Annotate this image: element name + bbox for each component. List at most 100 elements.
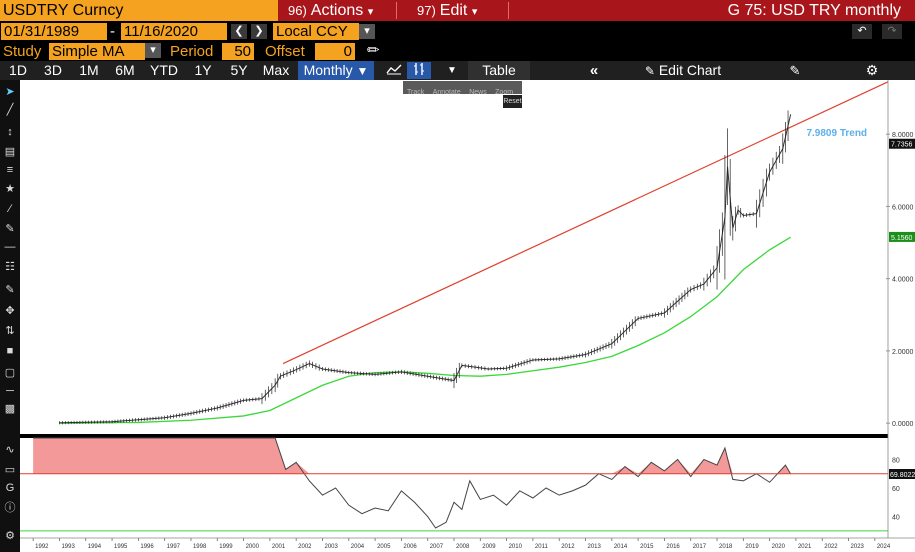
chart-type-dropdown[interactable]: ▼ [442,62,462,79]
resize-tool-icon[interactable]: ⇅ [5,325,15,337]
period-input[interactable]: 50 [222,43,254,60]
annotate-tool[interactable]: Annotate [432,89,461,96]
study-bar: Study Simple MA ▾ Period 50 Offset 0 ✏ [0,41,915,61]
indicator-tool-icon[interactable]: ∿ [5,444,15,456]
x-tick-label: 2016 [666,544,680,550]
undo-button[interactable]: ↶ [852,24,872,39]
annotate-icon[interactable]: ✎ [789,63,801,78]
x-tick-label: 2020 [772,544,786,550]
redo-button[interactable]: ↷ [882,24,902,39]
x-tick-label: 2011 [535,544,549,550]
track-tool[interactable]: Track [407,89,425,96]
x-tick-label: 2019 [745,544,759,550]
next-period-button[interactable]: ❯ [251,24,267,39]
edit-menu[interactable]: 97) Edit ▾ [417,0,477,21]
ray-tool-icon[interactable]: ∕ [9,203,11,215]
end-date-field[interactable]: 11/16/2020 [121,23,227,40]
actions-menu[interactable]: 96) Actions ▾ [288,0,373,21]
frequency-select[interactable]: Monthly ▼ [298,61,374,80]
x-tick-label: 1997 [167,544,181,550]
edit-chart-icon: ✎ [644,64,655,78]
x-tick-label: 1994 [88,544,102,550]
reset-button[interactable]: Reset [503,95,522,108]
moving-average-line [59,236,792,424]
x-tick-label: 2002 [298,544,312,550]
period-button-max[interactable]: Max [262,62,290,78]
period-toolbar: 1D 3D 1M 6M YTD 1Y 5Y Max Monthly ▼ ▼ Ta… [0,61,915,80]
currency-dropdown-button[interactable]: ▾ [359,24,375,39]
y-tick-label: 8.0000 [892,132,914,139]
chevron-down-icon: ▼ [356,64,369,78]
undo-arrow-icon: ↶ [857,25,867,37]
fibonacci-tool-icon[interactable]: ≡ [6,164,14,176]
oscillator-tick-label: 60 [892,486,900,493]
delete-tool-icon[interactable]: ■ [6,345,14,357]
drawing-toolbar: ➤ ╱ ↕ ▤ ≡ ★ ∕ ✎ — ☷ ✎ ✥ ⇅ ■ ▢ ─ ▩ ∿ ▭ G … [0,80,20,552]
gear-icon[interactable]: ⚙ [865,62,879,78]
pencil-icon[interactable]: ✏ [367,42,380,59]
x-tick-label: 2014 [614,544,628,550]
actions-menu-number: 96) [288,3,307,18]
favorites-icon[interactable]: ★ [5,183,15,195]
edit-chart-label: Edit Chart [658,62,722,78]
edit-tool-icon[interactable]: ✎ [5,284,15,296]
ma-value-label: 5.1560 [891,235,913,242]
x-tick-label: 1999 [219,544,233,550]
study-select[interactable]: Simple MA [49,43,145,60]
channel-tool-icon[interactable]: ▤ [4,146,16,158]
bar-chart-icon[interactable] [407,62,431,79]
x-tick-label: 2021 [798,544,812,550]
pen-tool-icon[interactable]: ✎ [5,223,15,235]
security-ticker[interactable]: USDTRY Curncy [0,0,278,21]
trend-annotation: 7.9809 Trend [806,128,867,139]
style-swatch-icon[interactable]: ▢ [4,367,16,379]
news-tool[interactable]: News [469,89,487,96]
y-tick-label: 2.0000 [892,349,914,356]
redo-arrow-icon: ↷ [887,25,897,37]
line-style-icon[interactable]: ─ [6,385,14,397]
line-chart-icon[interactable] [383,62,405,79]
g-icon[interactable]: G [5,482,15,494]
move-tool-icon[interactable]: ✥ [5,305,15,317]
oscillator-line [33,437,792,529]
chart-canvas[interactable]: 8.0000 6.0000 4.0000 2.0000 0.0000 7.7356 5.15… [20,80,915,552]
edit-chart-button[interactable]: ✎ Edit Chart [638,61,728,80]
x-tick-label: 2010 [509,544,523,550]
horizontal-line-icon[interactable]: — [4,241,16,253]
x-tick-label: 1998 [193,544,207,550]
currency-select[interactable]: Local CCY [273,23,359,40]
x-tick-label: 2015 [640,544,654,550]
chevron-down-icon: ▼ [447,65,457,76]
trend-tool-icon[interactable]: ↕ [7,126,13,138]
cursor-icon[interactable]: ➤ [5,86,15,98]
period-button-ytd[interactable]: YTD [150,62,178,78]
date-range-dash: - [110,23,115,40]
period-button-1y[interactable]: 1Y [194,62,212,78]
period-button-3d[interactable]: 3D [44,62,62,78]
period-button-1m[interactable]: 1M [79,62,99,78]
edit-menu-number: 97) [417,3,436,18]
gear-icon[interactable]: ⚙ [5,530,15,542]
x-tick-label: 2004 [351,544,365,550]
table-button[interactable]: Table [468,61,530,80]
layers-icon[interactable]: ▭ [4,464,16,476]
period-button-6m[interactable]: 6M [115,62,135,78]
fill-tool-icon[interactable]: ▩ [4,403,16,415]
period-button-5y[interactable]: 5Y [230,62,248,78]
menu-separator [508,2,509,19]
prev-period-button[interactable]: ❮ [231,24,247,39]
chevron-down-icon: ▾ [150,44,156,56]
x-tick-label: 2007 [430,544,444,550]
offset-label: Offset [265,43,305,60]
line-tool-icon[interactable]: ╱ [6,104,14,116]
help-icon[interactable]: ⓘ [4,502,16,514]
pattern-tool-icon[interactable]: ☷ [5,261,15,273]
zoom-tool[interactable]: Zoom [495,89,514,96]
start-date-field[interactable]: 01/31/1989 [1,23,107,40]
period-button-1d[interactable]: 1D [9,62,27,78]
y-tick-label: 6.0000 [892,204,914,211]
x-tick-label: 2008 [456,544,470,550]
study-dropdown-button[interactable]: ▾ [145,43,161,58]
double-chevron-left-icon[interactable]: « [589,62,599,79]
offset-input[interactable]: 0 [315,43,355,60]
